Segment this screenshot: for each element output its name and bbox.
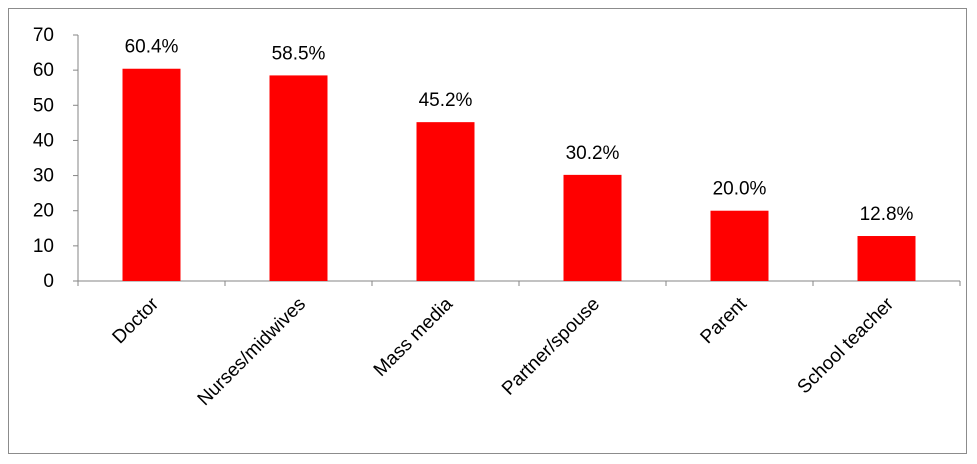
y-tick-label: 70: [33, 25, 54, 46]
y-tick-label: 30: [33, 166, 54, 187]
data-label: 45.2%: [419, 90, 473, 111]
y-tick-label: 10: [33, 236, 54, 257]
category-label: Mass media: [370, 293, 458, 381]
data-label: 20.0%: [713, 179, 767, 200]
data-label: 60.4%: [125, 37, 179, 58]
category-label: School teacher: [794, 293, 899, 398]
bar-mass-media: [416, 122, 475, 281]
y-tick-label: 0: [43, 271, 54, 292]
bar-parent: [710, 210, 769, 281]
bar-doctor: [122, 68, 181, 281]
category-label: Nurses/midwives: [194, 294, 310, 410]
y-tick-label: 60: [33, 60, 54, 81]
bar-nurses-midwives: [269, 75, 328, 282]
bars: [122, 68, 916, 282]
y-tick-label: 40: [33, 130, 54, 151]
data-label: 12.8%: [860, 204, 914, 225]
bar-partner-spouse: [563, 174, 622, 281]
labels: 60.4% Doctor 58.5% Nurses/midwives 45.2% Mass…: [109, 37, 914, 410]
y-tick-label: 20: [33, 201, 54, 222]
data-label: 30.2%: [566, 143, 620, 164]
bar-school-teacher: [857, 236, 916, 281]
category-label: Doctor: [109, 293, 164, 348]
category-label: Partner/spouse: [498, 294, 604, 400]
data-label: 58.5%: [272, 43, 326, 64]
y-tick-label: 50: [33, 95, 54, 116]
category-label: Parent: [697, 293, 752, 348]
axes: 0 10 20 30 40 50 60 70: [33, 25, 961, 292]
